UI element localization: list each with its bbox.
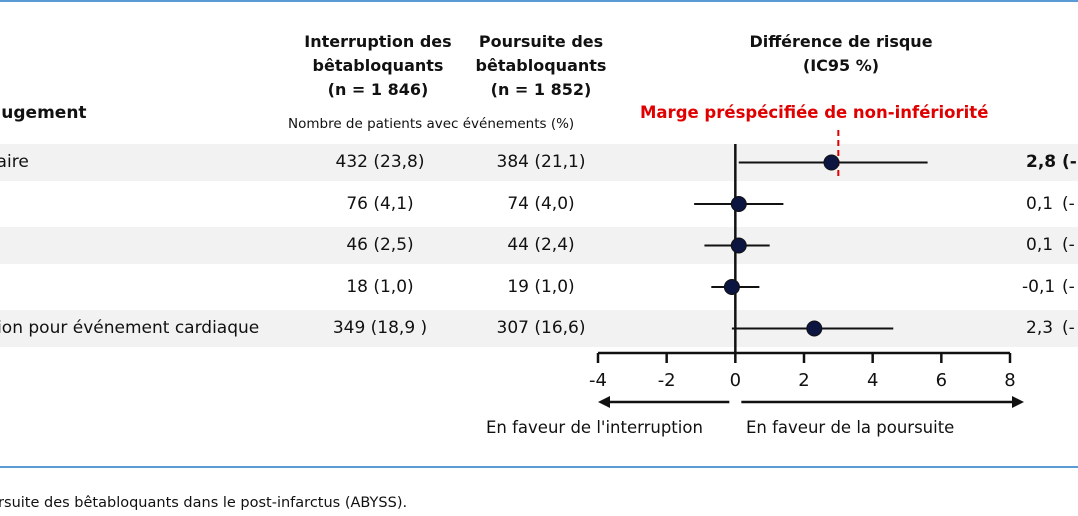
- cell-interruption: 18 (1,0): [346, 276, 414, 297]
- favors-left-label: En faveur de l'interruption: [486, 418, 703, 437]
- cell-interruption: 76 (4,1): [346, 193, 414, 214]
- favors-right-label: En faveur de la poursuite: [746, 418, 955, 437]
- estimate-point: [730, 237, 747, 254]
- header-interruption-line-1: Interruption des: [304, 32, 452, 51]
- cell-continuation: 384 (21,1): [496, 152, 586, 172]
- cell-ci: (-: [1062, 318, 1075, 338]
- x-tick-label: -2: [658, 370, 676, 391]
- x-tick-label: -4: [589, 370, 607, 391]
- x-tick-label: 6: [936, 370, 947, 391]
- cell-ci: (-: [1062, 193, 1075, 214]
- margin-label: Marge préspécifiée de non-infériorité: [640, 103, 989, 122]
- cell-ci: (-: [1062, 152, 1077, 172]
- outcome-column-header: e jugement: [0, 103, 87, 123]
- estimate-point: [823, 154, 840, 171]
- estimate-point: [806, 320, 823, 337]
- header-interruption-line-3: (n = 1 846): [327, 80, 429, 99]
- header-risk-difference-line-2: (IC95 %): [802, 56, 880, 75]
- cell-ci: (-: [1062, 276, 1075, 297]
- cell-continuation: 307 (16,6): [496, 318, 586, 338]
- estimate-point: [730, 196, 747, 212]
- cell-continuation: 44 (2,4): [507, 235, 575, 255]
- row-band: [0, 227, 1078, 264]
- arrow-left-icon: [598, 396, 610, 408]
- x-tick-label: 4: [867, 370, 878, 391]
- cell-estimate: -0,1: [1022, 276, 1056, 297]
- figure-caption: oursuite des bêtabloquants dans le post-…: [0, 495, 408, 511]
- header-continuation-line-3: (n = 1 852): [490, 80, 592, 99]
- bottom-rule: [0, 466, 1078, 468]
- cell-ci: (-: [1062, 235, 1075, 255]
- row-label: maire: [0, 152, 29, 172]
- header-risk-difference-line-1: Différence de risque: [749, 32, 933, 51]
- top-rule: [0, 0, 1078, 2]
- x-tick-label: 2: [798, 370, 809, 391]
- cell-interruption: 349 (18,9 ): [332, 318, 428, 338]
- header-continuation-line-1: Poursuite des: [478, 32, 604, 51]
- header-risk-difference: Différence de risque (IC95 %): [728, 30, 954, 78]
- cell-continuation: 74 (4,0): [507, 193, 575, 214]
- cell-estimate: 2,3: [1026, 318, 1054, 338]
- events-note: Nombre de patients avec événements (%): [288, 116, 575, 132]
- cell-estimate: 2,8: [1026, 152, 1057, 172]
- header-interruption: Interruption des bêtabloquants (n = 1 84…: [298, 30, 458, 102]
- row-band: [0, 310, 1078, 347]
- cell-estimate: 0,1: [1026, 235, 1054, 255]
- cell-interruption: 432 (23,8): [335, 152, 425, 172]
- x-tick-label: 8: [1004, 370, 1015, 391]
- x-tick-label: 0: [730, 370, 741, 391]
- header-continuation: Poursuite des bêtabloquants (n = 1 852): [466, 30, 616, 102]
- cell-interruption: 46 (2,5): [346, 235, 414, 255]
- arrow-right-icon: [1012, 396, 1024, 408]
- cell-estimate: 0,1: [1026, 193, 1054, 214]
- row-label: ation pour événement cardiaque: [0, 318, 260, 338]
- header-interruption-line-2: bêtabloquants: [312, 56, 444, 75]
- estimate-point: [723, 279, 740, 295]
- header-continuation-line-2: bêtabloquants: [475, 56, 607, 75]
- cell-continuation: 19 (1,0): [507, 276, 575, 297]
